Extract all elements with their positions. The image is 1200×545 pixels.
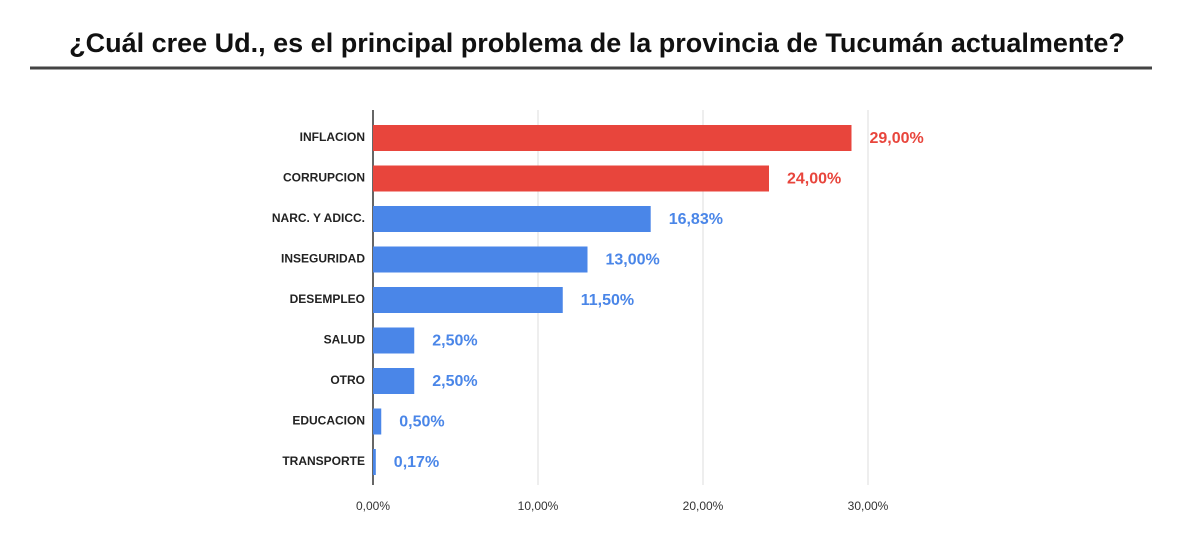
value-label: 16,83% (669, 211, 723, 228)
value-label: 0,17% (394, 454, 439, 471)
value-label: 2,50% (432, 333, 477, 350)
value-label: 2,50% (432, 373, 477, 390)
x-tick-label: 20,00% (683, 499, 724, 513)
value-label: 13,00% (606, 252, 660, 269)
y-tick-label: OTRO (330, 373, 365, 387)
y-tick-label: INSEGURIDAD (281, 252, 365, 266)
value-label: 11,50% (581, 292, 634, 309)
bar (373, 327, 415, 354)
y-tick-label: CORRUPCION (283, 171, 365, 185)
x-tick-label: 30,00% (848, 499, 889, 513)
bar (373, 408, 382, 435)
y-tick-label: INFLACION (300, 130, 365, 144)
y-tick-label: TRANSPORTE (282, 454, 365, 468)
y-tick-label: SALUD (324, 333, 366, 347)
x-tick-label: 0,00% (356, 499, 390, 513)
bar (373, 125, 852, 151)
bar (373, 206, 651, 232)
value-label: 24,00% (787, 171, 841, 188)
y-tick-label: NARC. Y ADICC. (272, 211, 365, 225)
y-tick-label: DESEMPLEO (290, 292, 365, 306)
bar (373, 165, 769, 192)
value-label: 29,00% (870, 130, 924, 147)
bar (373, 368, 415, 394)
value-label: 0,50% (399, 414, 444, 431)
bar (373, 287, 563, 313)
chart-title: ¿Cuál cree Ud., es el principal problema… (69, 28, 1125, 58)
y-tick-label: EDUCACION (292, 414, 365, 428)
x-tick-label: 10,00% (518, 499, 559, 513)
bar (373, 246, 588, 273)
bar (373, 449, 376, 475)
